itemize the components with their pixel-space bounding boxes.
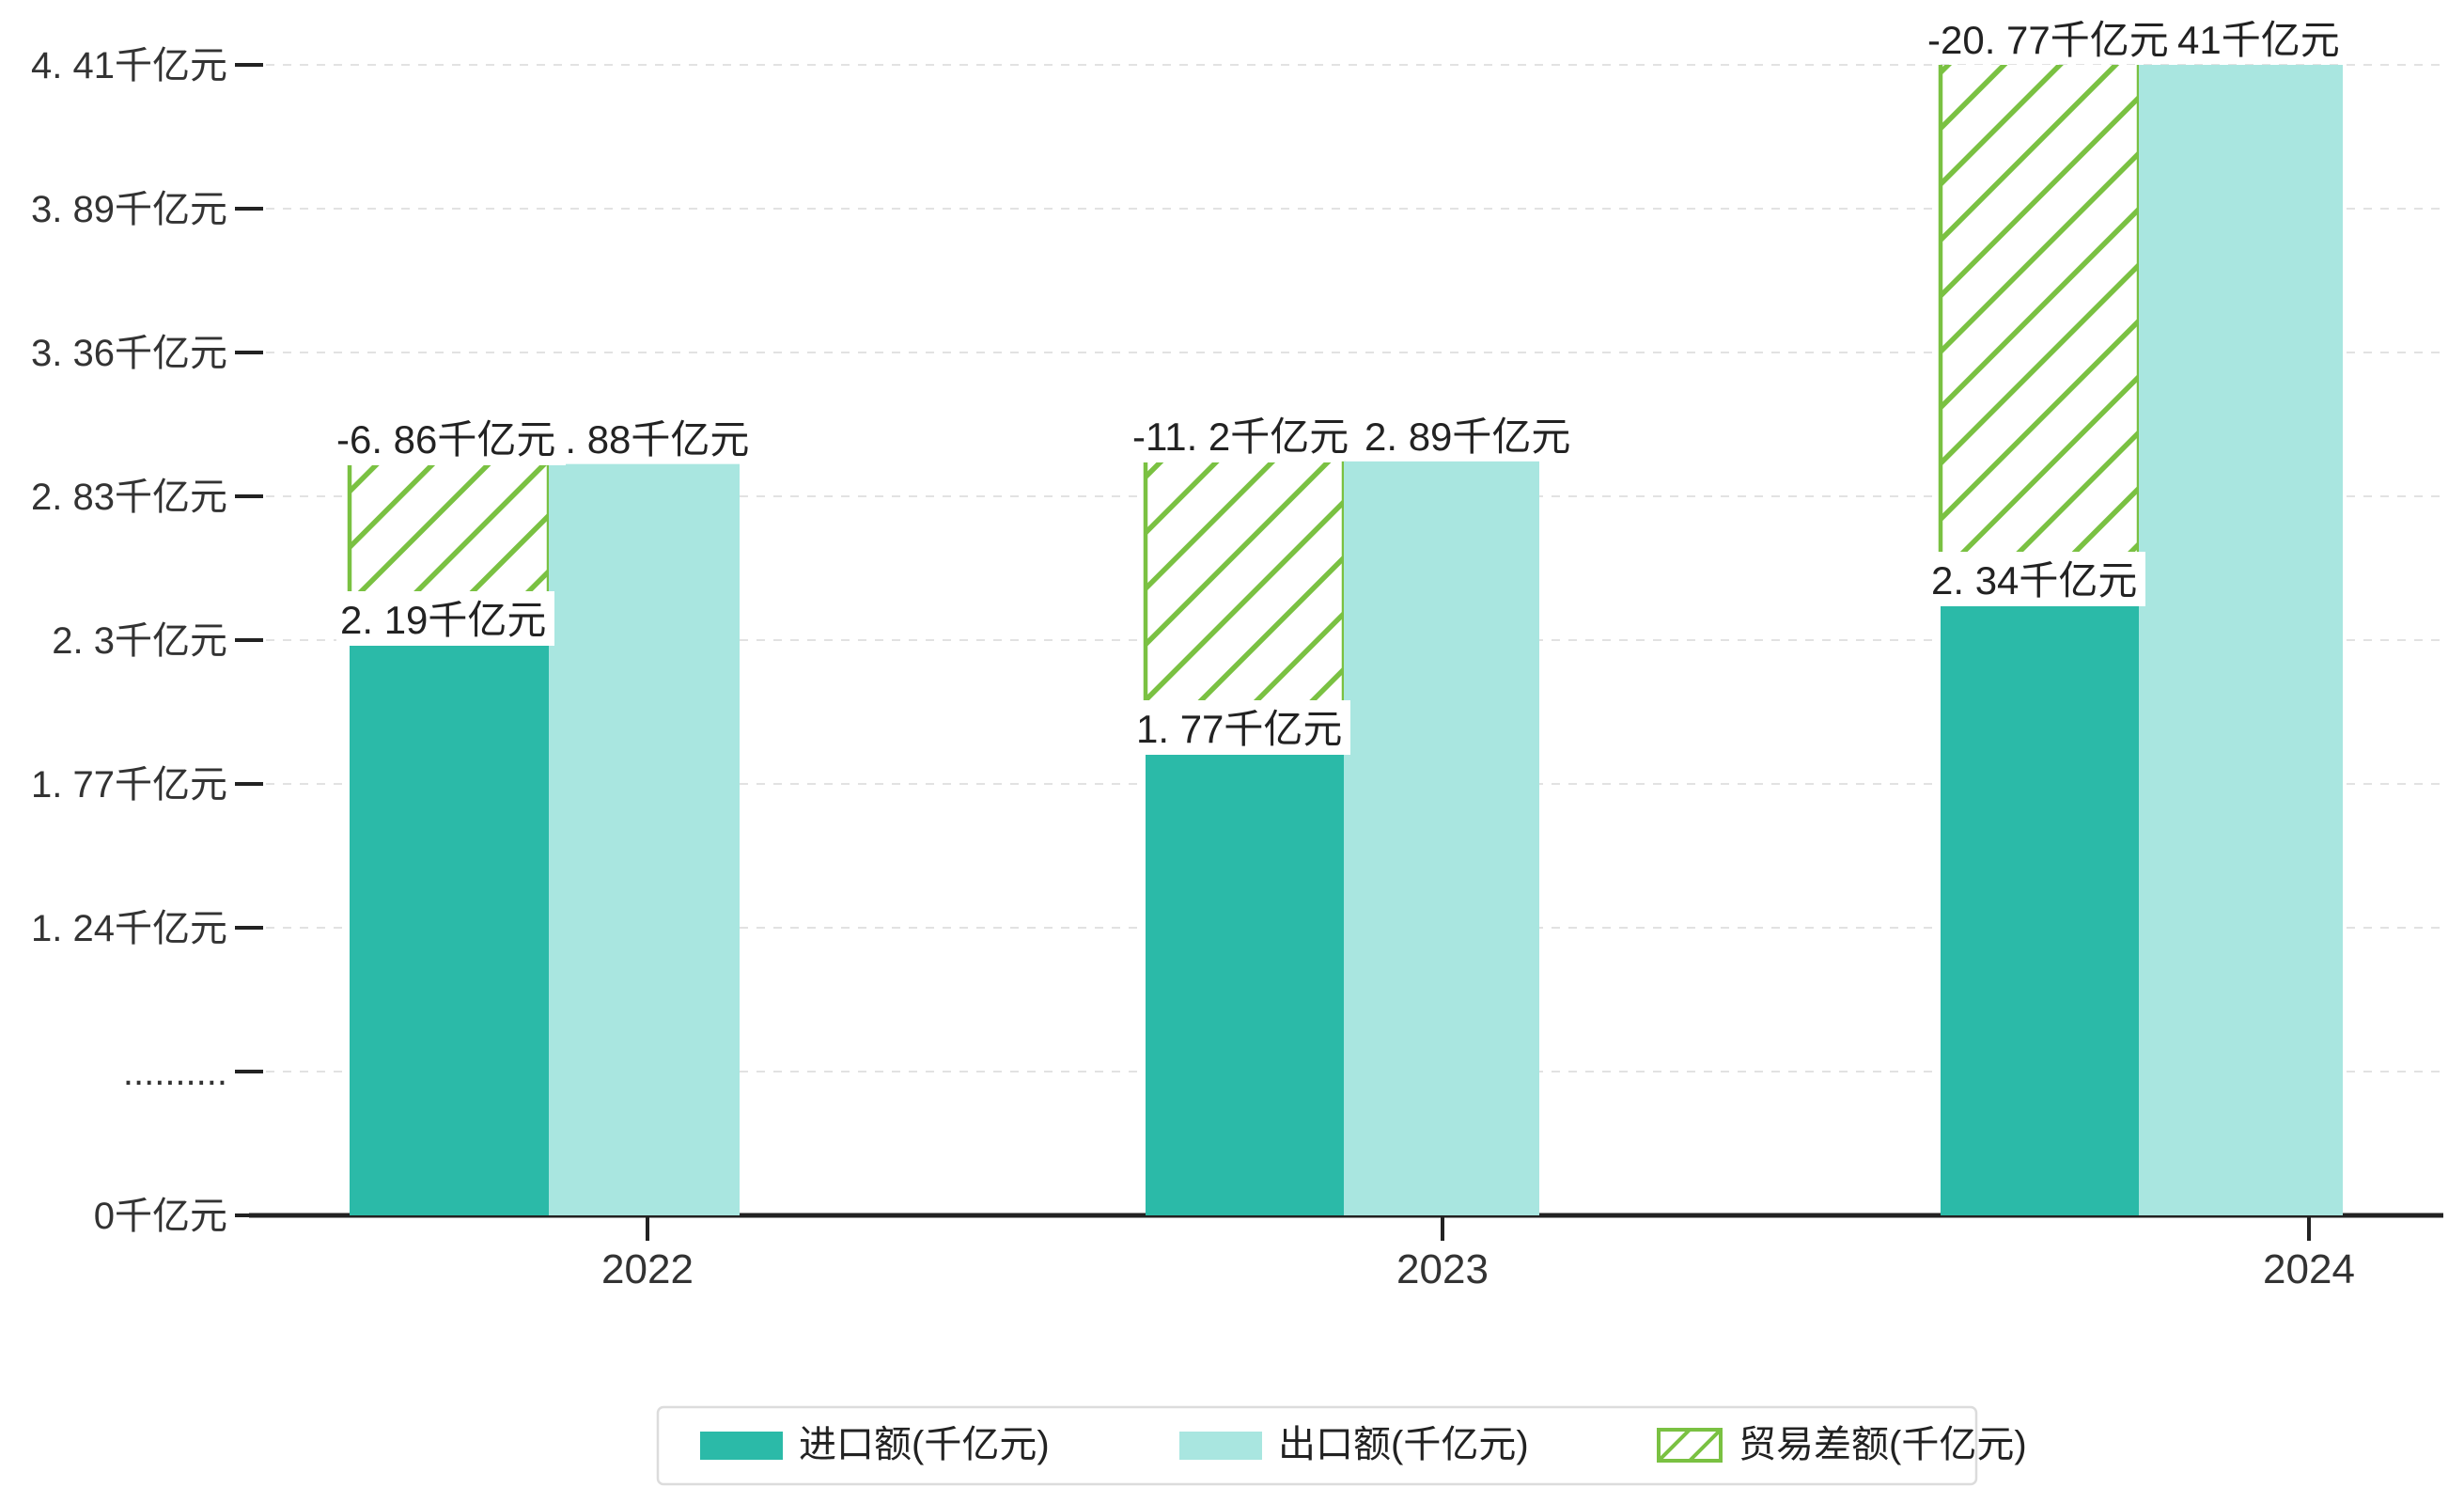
svg-text:1. 77千亿元: 1. 77千亿元 [31, 764, 227, 806]
svg-text:2. 88千亿元: 2. 88千亿元 [543, 417, 749, 462]
svg-text:-20. 77千亿元: -20. 77千亿元 [1927, 18, 2169, 62]
svg-text:1. 24千亿元: 1. 24千亿元 [31, 908, 227, 949]
svg-text:2. 3千亿元: 2. 3千亿元 [52, 620, 227, 662]
svg-text:3. 36千亿元: 3. 36千亿元 [31, 333, 227, 374]
svg-text:进口额(千亿元): 进口额(千亿元) [799, 1424, 1050, 1465]
svg-text:2. 34千亿元: 2. 34千亿元 [1931, 558, 2137, 603]
svg-text:2. 19千亿元: 2. 19千亿元 [340, 598, 546, 642]
svg-text:2023: 2023 [1396, 1246, 1489, 1292]
svg-text:-6. 86千亿元: -6. 86千亿元 [336, 417, 555, 462]
svg-text:-11. 2千亿元: -11. 2千亿元 [1132, 415, 1349, 459]
svg-text:3. 89千亿元: 3. 89千亿元 [31, 189, 227, 230]
svg-text:0千亿元: 0千亿元 [94, 1196, 227, 1237]
svg-text:2. 89千亿元: 2. 89千亿元 [1365, 415, 1570, 459]
svg-text:2022: 2022 [601, 1246, 694, 1292]
svg-text:2024: 2024 [2263, 1246, 2355, 1292]
svg-text:1. 77千亿元: 1. 77千亿元 [1136, 707, 1342, 751]
svg-text:41千亿元: 41千亿元 [2177, 18, 2340, 62]
svg-text:2. 83千亿元: 2. 83千亿元 [31, 477, 227, 518]
svg-text:贸易差额(千亿元): 贸易差额(千亿元) [1739, 1424, 2027, 1465]
svg-text:4. 41千亿元: 4. 41千亿元 [31, 45, 227, 86]
svg-text:..........: .......... [123, 1052, 227, 1093]
svg-text:出口额(千亿元): 出口额(千亿元) [1278, 1424, 1529, 1465]
